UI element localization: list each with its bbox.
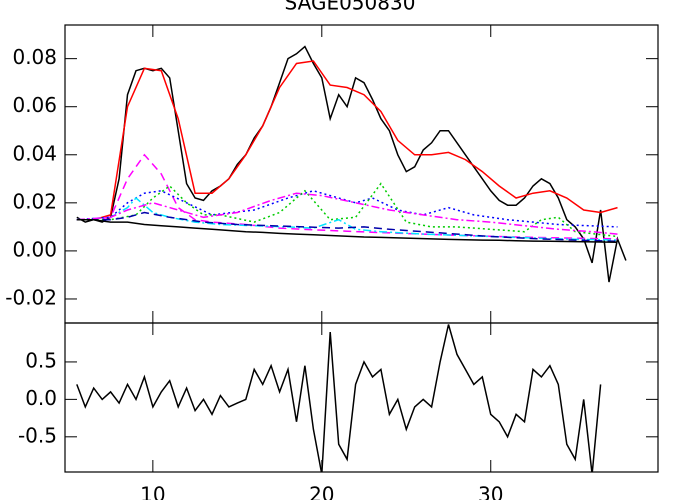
chart-title: SAGE050830	[285, 0, 416, 15]
y-tick-label: 0.08	[12, 45, 57, 69]
y-tick-label: 0.0	[25, 386, 57, 410]
y-tick-label: 0.00	[12, 237, 57, 261]
series-line	[76, 211, 618, 243]
series-line	[76, 190, 618, 228]
x-tick-label: 10	[140, 483, 165, 500]
series-line	[76, 324, 602, 472]
y-tick-label: 0.02	[12, 189, 57, 213]
y-tick-label: 0.04	[12, 141, 57, 165]
plot-area	[76, 45, 627, 283]
plot-frame	[64, 322, 659, 473]
plot-area	[76, 324, 602, 472]
series-line	[76, 196, 618, 241]
series-line	[76, 60, 618, 221]
x-tick-label: 20	[309, 483, 334, 500]
y-tick-label: 0.5	[25, 348, 57, 372]
series-line	[76, 218, 618, 244]
y-tick-label: -0.02	[5, 285, 57, 309]
series-line	[76, 45, 627, 283]
x-tick-label: 30	[478, 483, 503, 500]
series-line	[76, 192, 618, 235]
y-tick-label: -0.5	[18, 423, 57, 447]
y-tick-label: 0.06	[12, 93, 57, 117]
series-line	[76, 182, 618, 238]
